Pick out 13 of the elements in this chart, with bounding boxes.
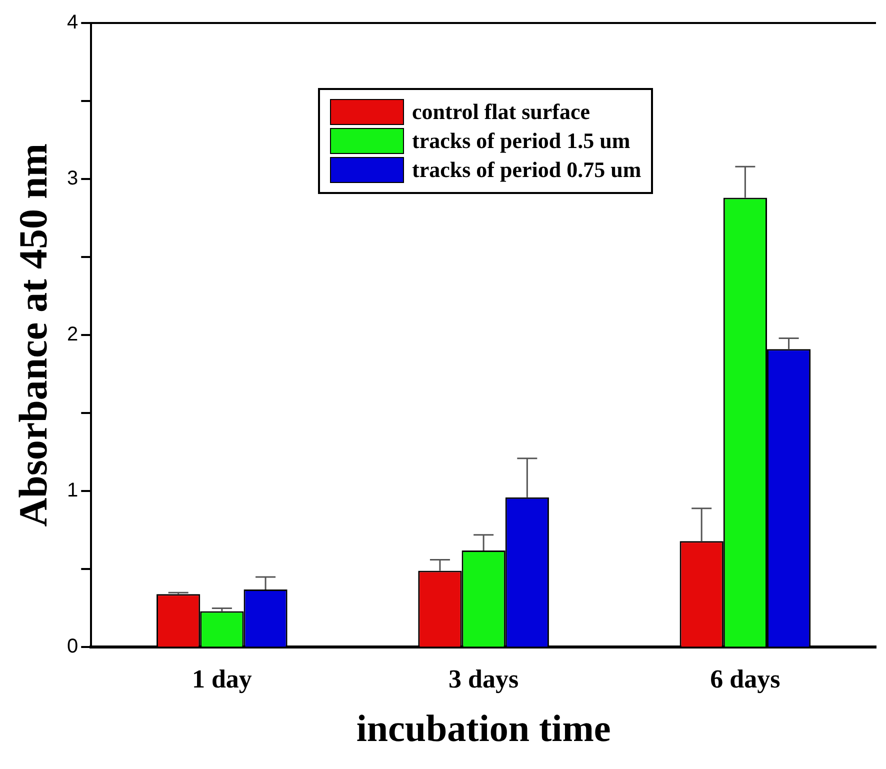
x-tick-label: 3 days bbox=[448, 664, 519, 694]
y-tick-label: 0 bbox=[67, 636, 78, 658]
x-tick-label: 1 day bbox=[192, 664, 252, 694]
y-tick-label: 3 bbox=[67, 168, 78, 190]
x-axis-title: incubation time bbox=[356, 708, 611, 750]
legend-label: tracks of period 0.75 um bbox=[412, 157, 642, 183]
legend-label: tracks of period 1.5 um bbox=[412, 128, 630, 154]
x-tick-label: 6 days bbox=[710, 664, 780, 694]
legend-label: control flat surface bbox=[412, 99, 590, 125]
y-tick-label: 4 bbox=[67, 12, 78, 34]
y-axis-title: Absorbance at 450 nm bbox=[10, 143, 56, 527]
y-tick-label: 1 bbox=[67, 480, 78, 502]
y-tick-label: 2 bbox=[67, 324, 78, 346]
